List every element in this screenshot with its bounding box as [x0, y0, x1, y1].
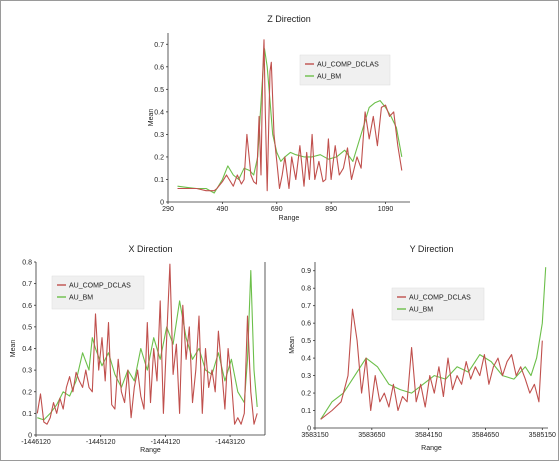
y-tick-label: 0.4 — [301, 356, 311, 363]
x-tick-label: 3584650 — [472, 432, 499, 439]
legend: AU_COMP_DCLAS AU_BM — [51, 275, 145, 310]
chart-z-direction: Z Direction 0 0.1 0.2 0.3 0.4 0.5 0.6 0.7 290 490 6… — [148, 14, 410, 222]
x-tick-label: 890 — [325, 206, 337, 213]
y-tick-label: 0.1 — [154, 177, 164, 184]
y-tick-label: 0.3 — [22, 368, 32, 375]
y-tick-label: 0.1 — [301, 408, 311, 415]
y-tick-label: 0.2 — [301, 391, 311, 398]
y-axis-label: Mean — [289, 336, 296, 354]
x-tick-label: 3585150 — [529, 432, 556, 439]
y-tick-label: 0.7 — [301, 303, 311, 310]
x-tick-label: 290 — [162, 206, 174, 213]
y-tick-label: 0.1 — [22, 411, 32, 418]
y-tick-label: 0.7 — [154, 42, 164, 49]
y-tick-label: 0.3 — [301, 373, 311, 380]
y-tick-label: 0.3 — [154, 132, 164, 139]
y-tick-label: 0.8 — [22, 260, 32, 267]
legend-box — [299, 54, 391, 86]
x-tick-label: 3583150 — [301, 432, 328, 439]
series-line-au-comp-dclas — [177, 39, 403, 192]
legend: AU_COMP_DCLAS AU_BM — [299, 54, 391, 86]
y-axis-label: Mean — [10, 340, 17, 358]
x-tick-label: 690 — [271, 206, 283, 213]
y-tick-label: 0.4 — [22, 346, 32, 353]
series-line-au-comp-dclas — [36, 263, 258, 425]
x-tick-label: -1445120 — [86, 439, 116, 446]
x-tick-label: 3584150 — [415, 432, 442, 439]
y-tick-label: 0.7 — [22, 281, 32, 288]
series-line-au-bm — [177, 48, 403, 194]
series-line-au-comp-dclas — [320, 308, 543, 420]
legend-entry: AU_COMP_DCLAS — [69, 283, 131, 290]
legend-entry: AU_BM — [317, 74, 341, 81]
legend-entry: AU_BM — [69, 295, 93, 302]
y-tick-label: 0.5 — [22, 324, 32, 331]
y-tick-label: 0.9 — [301, 268, 311, 275]
y-tick-label: 0 — [160, 200, 164, 207]
y-tick-label: 0.6 — [154, 64, 164, 71]
legend-entry: AU_BM — [409, 307, 433, 314]
chart-title: X Direction — [128, 244, 172, 254]
y-tick-label: 0.6 — [22, 303, 32, 310]
chart-x-direction: X Direction 0 0.1 0.2 0.3 0.4 0.5 0.6 0.7 0.8 -144… — [10, 244, 266, 454]
chart-title: Z Direction — [267, 14, 311, 24]
legend-box — [391, 287, 485, 321]
x-tick-label: 3583650 — [358, 432, 385, 439]
chart-title: Y Direction — [410, 244, 454, 254]
x-tick-label: 1090 — [378, 206, 394, 213]
x-axis-label: Range — [140, 447, 161, 454]
y-tick-label: 0 — [307, 426, 311, 433]
y-tick-label: 0.2 — [154, 154, 164, 161]
y-tick-label: 0.2 — [22, 389, 32, 396]
y-tick-label: 0.5 — [154, 87, 164, 94]
x-tick-label: 490 — [217, 206, 229, 213]
x-tick-label: -1446120 — [21, 439, 51, 446]
legend: AU_COMP_DCLAS AU_BM — [391, 287, 485, 321]
x-axis-label: Range — [279, 215, 300, 222]
y-tick-label: 0.8 — [301, 286, 311, 293]
legend-box — [51, 275, 145, 310]
legend-entry: AU_COMP_DCLAS — [317, 62, 379, 69]
x-axis-label: Range — [421, 445, 442, 452]
x-tick-label: -1443120 — [215, 439, 245, 446]
y-tick-label: 0.4 — [154, 109, 164, 116]
x-tick-label: -1444120 — [151, 439, 181, 446]
y-tick-label: 0.5 — [301, 338, 311, 345]
y-axis-label: Mean — [148, 109, 155, 127]
legend-entry: AU_COMP_DCLAS — [409, 295, 471, 302]
y-tick-label: 0 — [28, 433, 32, 440]
chart-y-direction: Y Direction 0 0.1 0.2 0.3 0.4 0.5 0.6 0.7 0.8 0.9 3… — [289, 244, 556, 452]
y-tick-label: 0.6 — [301, 321, 311, 328]
